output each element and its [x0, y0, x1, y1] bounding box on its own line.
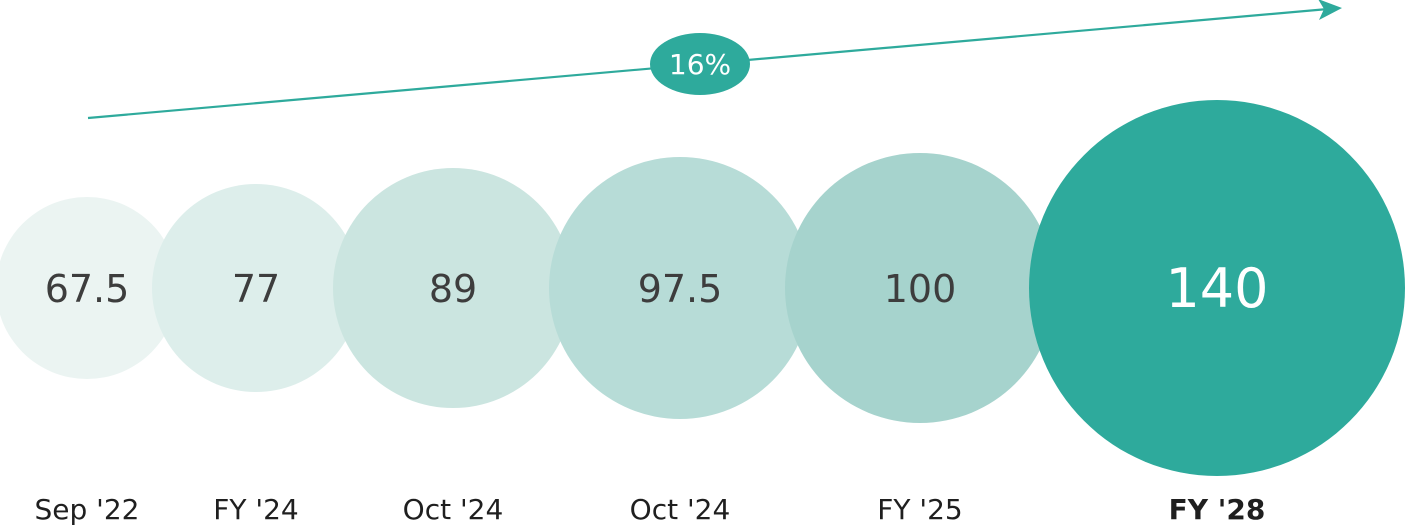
bubble: [152, 184, 360, 392]
bubble-value-label: 97.5: [638, 267, 723, 311]
bubble-value-label: 67.5: [45, 267, 130, 311]
category-label: FY '28: [1169, 493, 1266, 526]
bubble: [333, 168, 573, 408]
category-label: Sep '22: [35, 493, 140, 526]
bubble-value-label: 100: [884, 267, 957, 311]
growth-label: 16%: [669, 48, 731, 81]
bubble-value-label: 77: [232, 267, 280, 311]
category-label: Oct '24: [403, 493, 504, 526]
category-label: Oct '24: [630, 493, 731, 526]
bubble: [785, 153, 1055, 423]
bubble-value-label: 89: [429, 267, 477, 311]
bubble-value-label: 140: [1165, 257, 1268, 320]
bubble: [1029, 100, 1405, 476]
growth-badge: [650, 33, 750, 95]
bubble: [0, 197, 178, 379]
category-label: FY '24: [213, 493, 298, 526]
category-label: FY '25: [877, 493, 962, 526]
bubble: [549, 157, 811, 419]
